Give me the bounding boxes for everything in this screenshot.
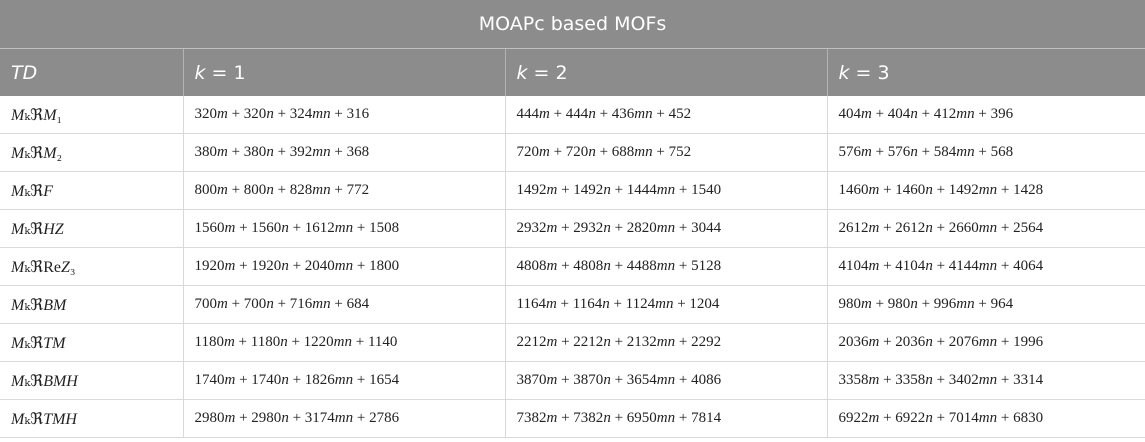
td-cell: MₖℜF [0, 171, 184, 210]
k3-cell: 1460m + 1460n + 1492mn + 1428 [827, 171, 1145, 210]
table-row: MₖℜM₁ 320m + 320n + 324mn + 316 444m + 444… [0, 96, 1145, 134]
table-row: MₖℜHZ 1560m + 1560n + 1612mn + 1508 2932m … [0, 209, 1145, 248]
td-cell: MₖℜTM [0, 323, 184, 362]
k3-cell: 6922m + 6922n + 7014mn + 6830 [827, 399, 1145, 438]
k1-cell: 2980m + 2980n + 3174mn + 2786 [183, 399, 506, 438]
k1-cell: 1560m + 1560n + 1612mn + 1508 [183, 209, 506, 248]
table-row: MₖℜM₂ 380m + 380n + 392mn + 368 720m + 720… [0, 133, 1145, 172]
column-header-k3: k = 3 [827, 48, 1145, 96]
table-row: MₖℜF 800m + 800n + 828mn + 772 1492m + 149… [0, 171, 1145, 210]
table-row: MₖℜReZ₃ 1920m + 1920n + 2040mn + 1800 4808… [0, 247, 1145, 286]
k3-cell: 2036m + 2036n + 2076mn + 1996 [827, 323, 1145, 362]
k3-cell: 980m + 980n + 996mn + 964 [827, 285, 1145, 324]
k3-cell: 3358m + 3358n + 3402mn + 3314 [827, 361, 1145, 400]
k2-cell: 4808m + 4808n + 4488mn + 5128 [505, 247, 828, 286]
header-row: TD k = 1 k = 2 k = 3 [0, 48, 1145, 96]
table-caption: MOAPc based MOFs [0, 0, 1145, 49]
k1-cell: 1920m + 1920n + 2040mn + 1800 [183, 247, 506, 286]
table-row: MₖℜBM 700m + 700n + 716mn + 684 1164m + 11… [0, 285, 1145, 324]
table-row: MₖℜTM 1180m + 1180n + 1220mn + 1140 2212m … [0, 323, 1145, 362]
k1-cell: 380m + 380n + 392mn + 368 [183, 133, 506, 172]
k1-cell: 1740m + 1740n + 1826mn + 1654 [183, 361, 506, 400]
td-cell: MₖℜHZ [0, 209, 184, 248]
table-body: MₖℜM₁ 320m + 320n + 324mn + 316 444m + 444… [0, 96, 1145, 438]
k2-cell: 720m + 720n + 688mn + 752 [505, 133, 828, 172]
k2-cell: 2212m + 2212n + 2132mn + 2292 [505, 323, 828, 362]
k2-cell: 1492m + 1492n + 1444mn + 1540 [505, 171, 828, 210]
td-cell: MₖℜM₂ [0, 133, 184, 172]
k1-cell: 700m + 700n + 716mn + 684 [183, 285, 506, 324]
td-cell: MₖℜReZ₃ [0, 247, 184, 286]
k3-cell: 576m + 576n + 584mn + 568 [827, 133, 1145, 172]
td-cell: MₖℜBMH [0, 361, 184, 400]
column-header-k1: k = 1 [183, 48, 506, 96]
td-cell: MₖℜBM [0, 285, 184, 324]
k2-cell: 444m + 444n + 436mn + 452 [505, 96, 828, 134]
k1-cell: 1180m + 1180n + 1220mn + 1140 [183, 323, 506, 362]
td-cell: MₖℜTMH [0, 399, 184, 438]
k2-cell: 3870m + 3870n + 3654mn + 4086 [505, 361, 828, 400]
k2-cell: 1164m + 1164n + 1124mn + 1204 [505, 285, 828, 324]
table-row: MₖℜTMH 2980m + 2980n + 3174mn + 2786 7382m… [0, 399, 1145, 438]
k2-cell: 7382m + 7382n + 6950mn + 7814 [505, 399, 828, 438]
k3-cell: 4104m + 4104n + 4144mn + 4064 [827, 247, 1145, 286]
table-row: MₖℜBMH 1740m + 1740n + 1826mn + 1654 3870m… [0, 361, 1145, 400]
k2-cell: 2932m + 2932n + 2820mn + 3044 [505, 209, 828, 248]
k1-cell: 320m + 320n + 324mn + 316 [183, 96, 506, 134]
caption-row: MOAPc based MOFs [0, 0, 1145, 49]
k3-cell: 404m + 404n + 412mn + 396 [827, 96, 1145, 134]
td-cell: MₖℜM₁ [0, 96, 184, 134]
k3-cell: 2612m + 2612n + 2660mn + 2564 [827, 209, 1145, 248]
k1-cell: 800m + 800n + 828mn + 772 [183, 171, 506, 210]
column-header-td: TD [0, 48, 184, 96]
column-header-k2: k = 2 [505, 48, 828, 96]
